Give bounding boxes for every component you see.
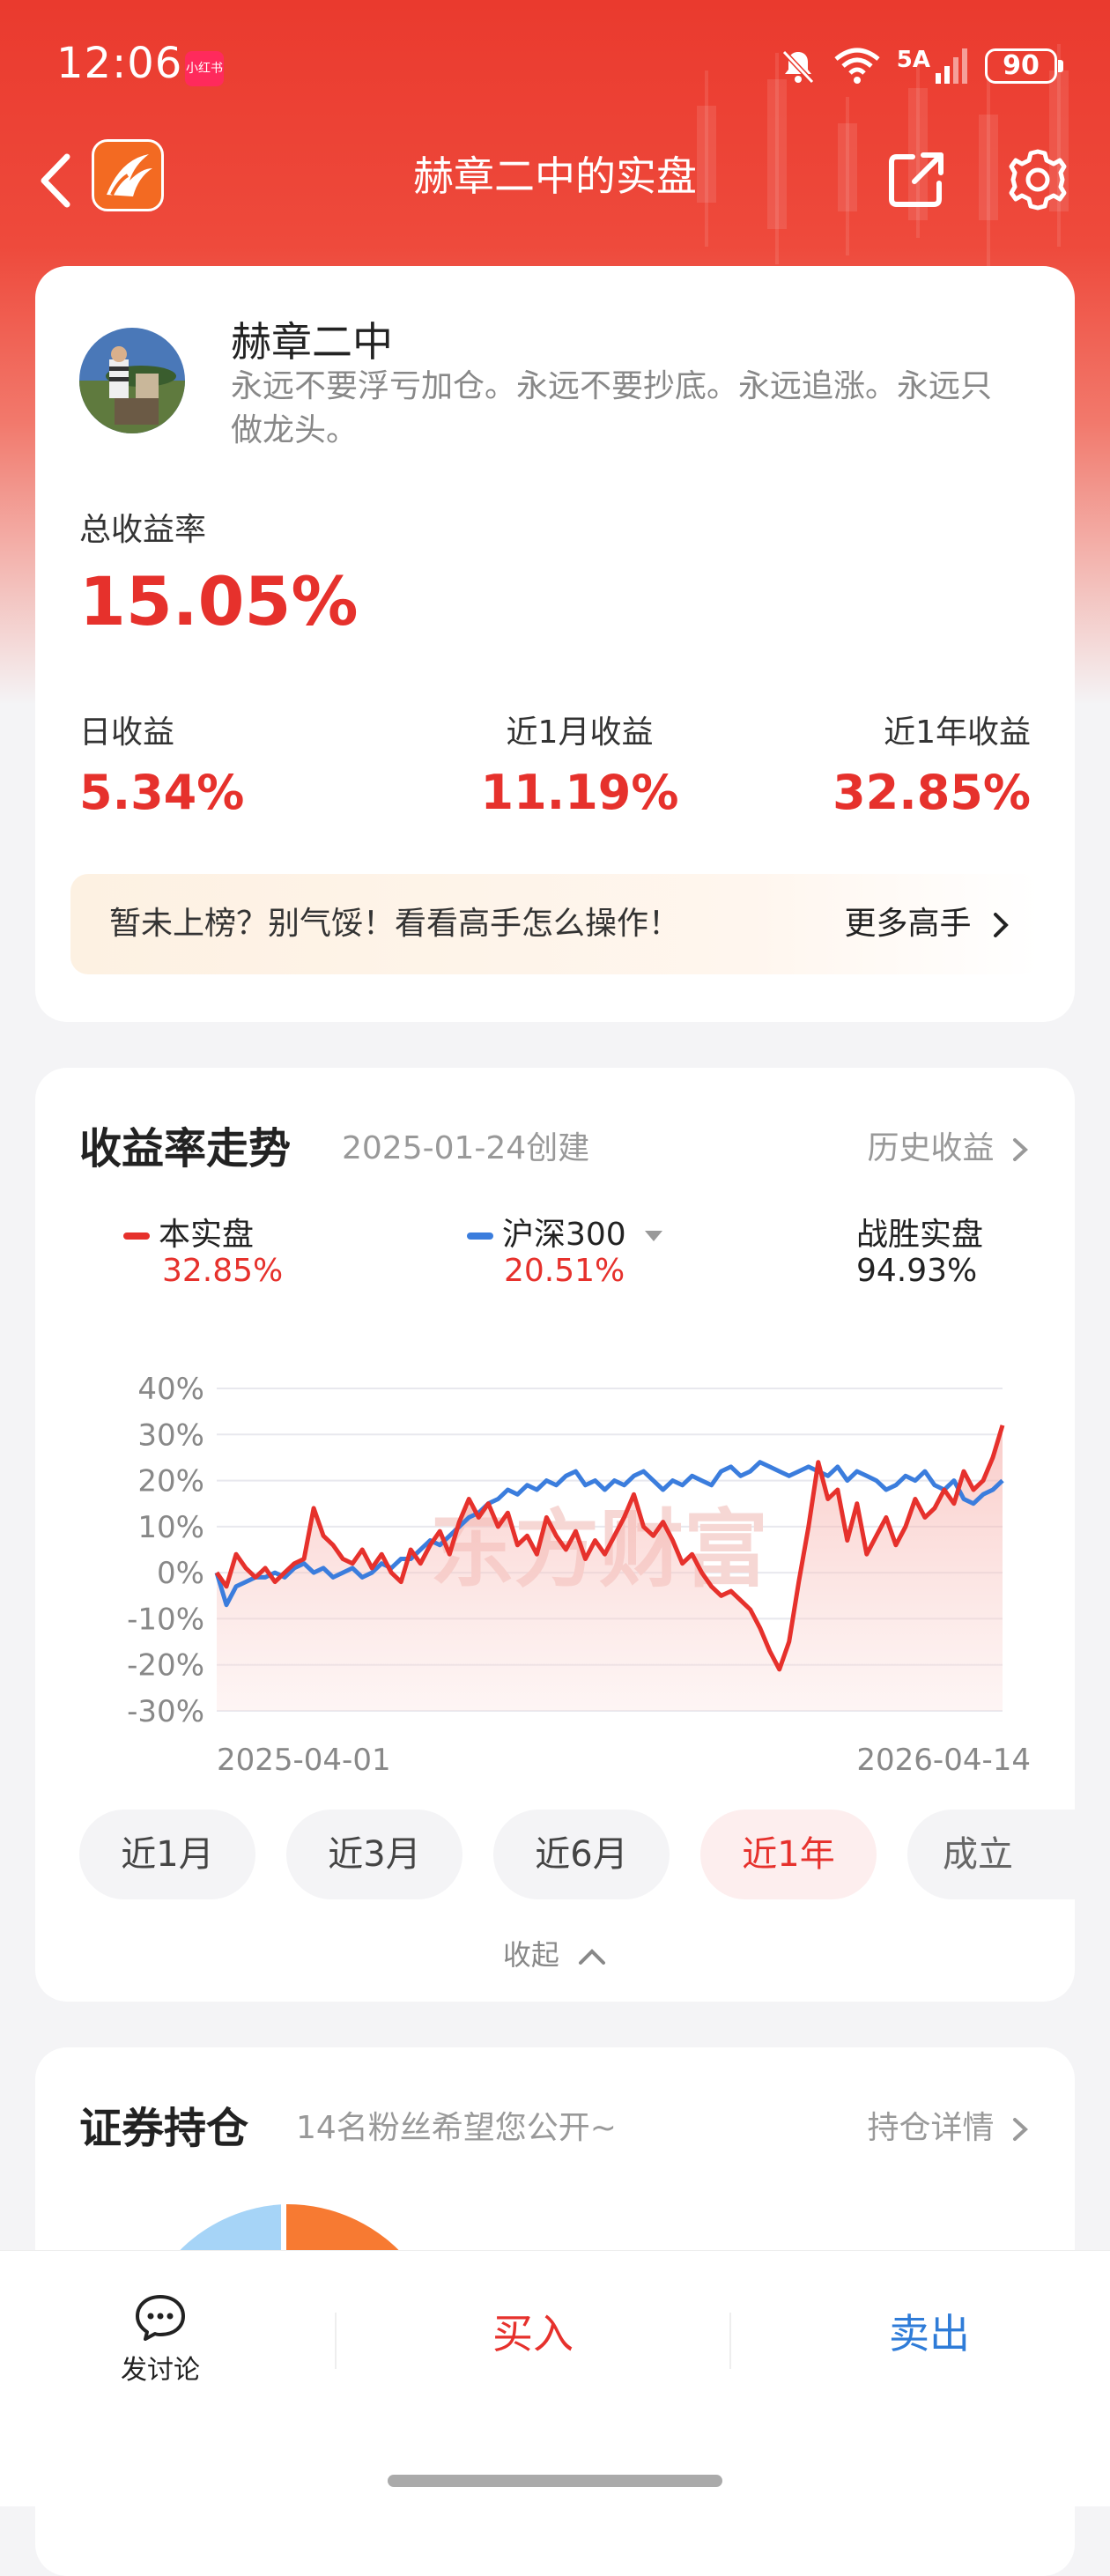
range-6m-button[interactable]: 近6月 [493,1810,670,1899]
created-date: 2025-01-24创建 [342,1130,590,1166]
battery-indicator: 90 [985,48,1063,84]
total-return-label: 总收益率 [79,512,207,548]
top-navigation: 赫章二中的实盘 [0,132,1110,229]
legend-self-label: 本实盘 [159,1217,255,1253]
legend-index-label: 沪深300 [502,1217,626,1253]
back-button[interactable] [32,150,85,211]
holdings-detail-label: 持仓详情 [867,2110,995,2146]
history-returns-link[interactable]: 历史收益 [868,1122,1031,1168]
range-1y-button[interactable]: 近1年 [700,1810,877,1899]
year-return-value: 32.85% [832,765,1031,820]
home-indicator[interactable] [388,2475,722,2487]
app-logo-icon [92,139,164,211]
chat-bubble-icon [136,2295,185,2341]
wifi-icon [834,48,880,84]
profile-card: 赫章二中 永远不要浮亏加仓。永远不要抄底。永远追涨。永远只做龙头。 总收益率 1… [35,266,1075,1022]
notification-app-badge: 小红书 [185,51,224,86]
ranking-banner[interactable]: 暂未上榜？别气馁！看看高手怎么操作！ 更多高手 [70,874,1040,974]
holdings-title: 证券持仓 [79,2104,249,2153]
gear-icon[interactable] [1004,146,1071,213]
more-experts-label: 更多高手 [844,906,972,942]
series-line-index [214,1460,1004,1608]
collapse-label: 收起 [502,1938,559,1972]
legend-red-swatch [123,1232,150,1240]
x-start-label: 2025-04-01 [217,1743,391,1778]
avatar[interactable] [79,328,185,433]
chevron-right-icon [994,913,1009,937]
range-1m-button[interactable]: 近1月 [79,1810,255,1899]
bottom-action-bar: 发讨论 买入 卖出 [0,2250,1110,2506]
divider [729,2313,731,2369]
range-3m-button[interactable]: 近3月 [286,1810,462,1899]
y-tick-label: 10% [137,1510,204,1545]
holdings-subtitle: 14名粉丝希望您公开~ [296,2110,617,2146]
year-return-label: 近1年收益 [884,714,1031,751]
sell-button[interactable]: 卖出 [889,2310,970,2358]
discuss-button[interactable]: 发讨论 [97,2293,224,2387]
return-trend-chart[interactable]: 40%30%20%10%0%-10%-20%-30%东方财富 [35,1068,1075,1790]
status-time: 12:06 [56,39,183,88]
page-title: 赫章二中的实盘 [413,152,697,200]
y-tick-label: -10% [127,1602,204,1637]
history-returns-label: 历史收益 [867,1130,995,1166]
total-return-value: 15.05% [79,562,359,640]
more-experts-link[interactable]: 更多高手 [845,874,1013,974]
beat-label: 战胜实盘 [856,1217,984,1253]
y-tick-label: -20% [127,1648,204,1684]
month-return-value: 11.19% [480,765,679,820]
trend-title: 收益率走势 [79,1124,292,1173]
series-area-fill [217,1425,1003,1711]
y-tick-label: 40% [137,1372,204,1407]
status-icons: 5A 90 [779,44,1063,88]
signal-icon [936,48,967,84]
network-type: 5A [896,47,930,73]
mute-bell-icon [781,49,814,85]
divider [335,2313,337,2369]
range-since-inception-button[interactable]: 成立 [907,1810,1075,1899]
discuss-label: 发讨论 [121,2355,200,2386]
user-name: 赫章二中 [231,318,393,366]
chevron-up-icon [579,1949,606,1965]
legend-index[interactable]: 沪深300 [467,1209,664,1255]
holdings-detail-link[interactable]: 持仓详情 [868,2102,1031,2148]
legend-index-value: 20.51% [504,1253,625,1289]
series-line-self [214,1425,1005,1672]
chevron-right-icon [1013,2118,1028,2141]
y-tick-label: 20% [137,1464,204,1499]
chevron-right-icon [1013,1138,1028,1161]
buy-button[interactable]: 买入 [492,2310,574,2358]
trend-card: 收益率走势 2025-01-24创建 历史收益 本实盘 32.85% 沪深300… [35,1068,1075,2002]
share-icon[interactable] [884,148,948,211]
y-tick-label: 30% [137,1418,204,1453]
daily-return-label: 日收益 [79,714,175,751]
x-end-label: 2026-04-14 [856,1743,1031,1778]
beat-value: 94.93% [856,1253,978,1289]
y-tick-label: 0% [157,1556,204,1591]
user-bio: 永远不要浮亏加仓。永远不要抄底。永远追涨。永远只做龙头。 [231,368,993,448]
legend-blue-swatch [467,1232,493,1240]
collapse-toggle[interactable]: 收起 [35,1933,1075,1973]
dropdown-caret-icon [645,1231,663,1241]
status-bar: 12:06 小红书 5A 90 [0,0,1110,132]
banner-text: 暂未上榜？别气馁！看看高手怎么操作！ [109,906,681,942]
legend-self: 本实盘 [123,1209,254,1255]
daily-return-value: 5.34% [79,765,245,820]
legend-self-value: 32.85% [162,1253,284,1289]
month-return-label: 近1月收益 [506,714,654,751]
y-tick-label: -30% [127,1694,204,1729]
